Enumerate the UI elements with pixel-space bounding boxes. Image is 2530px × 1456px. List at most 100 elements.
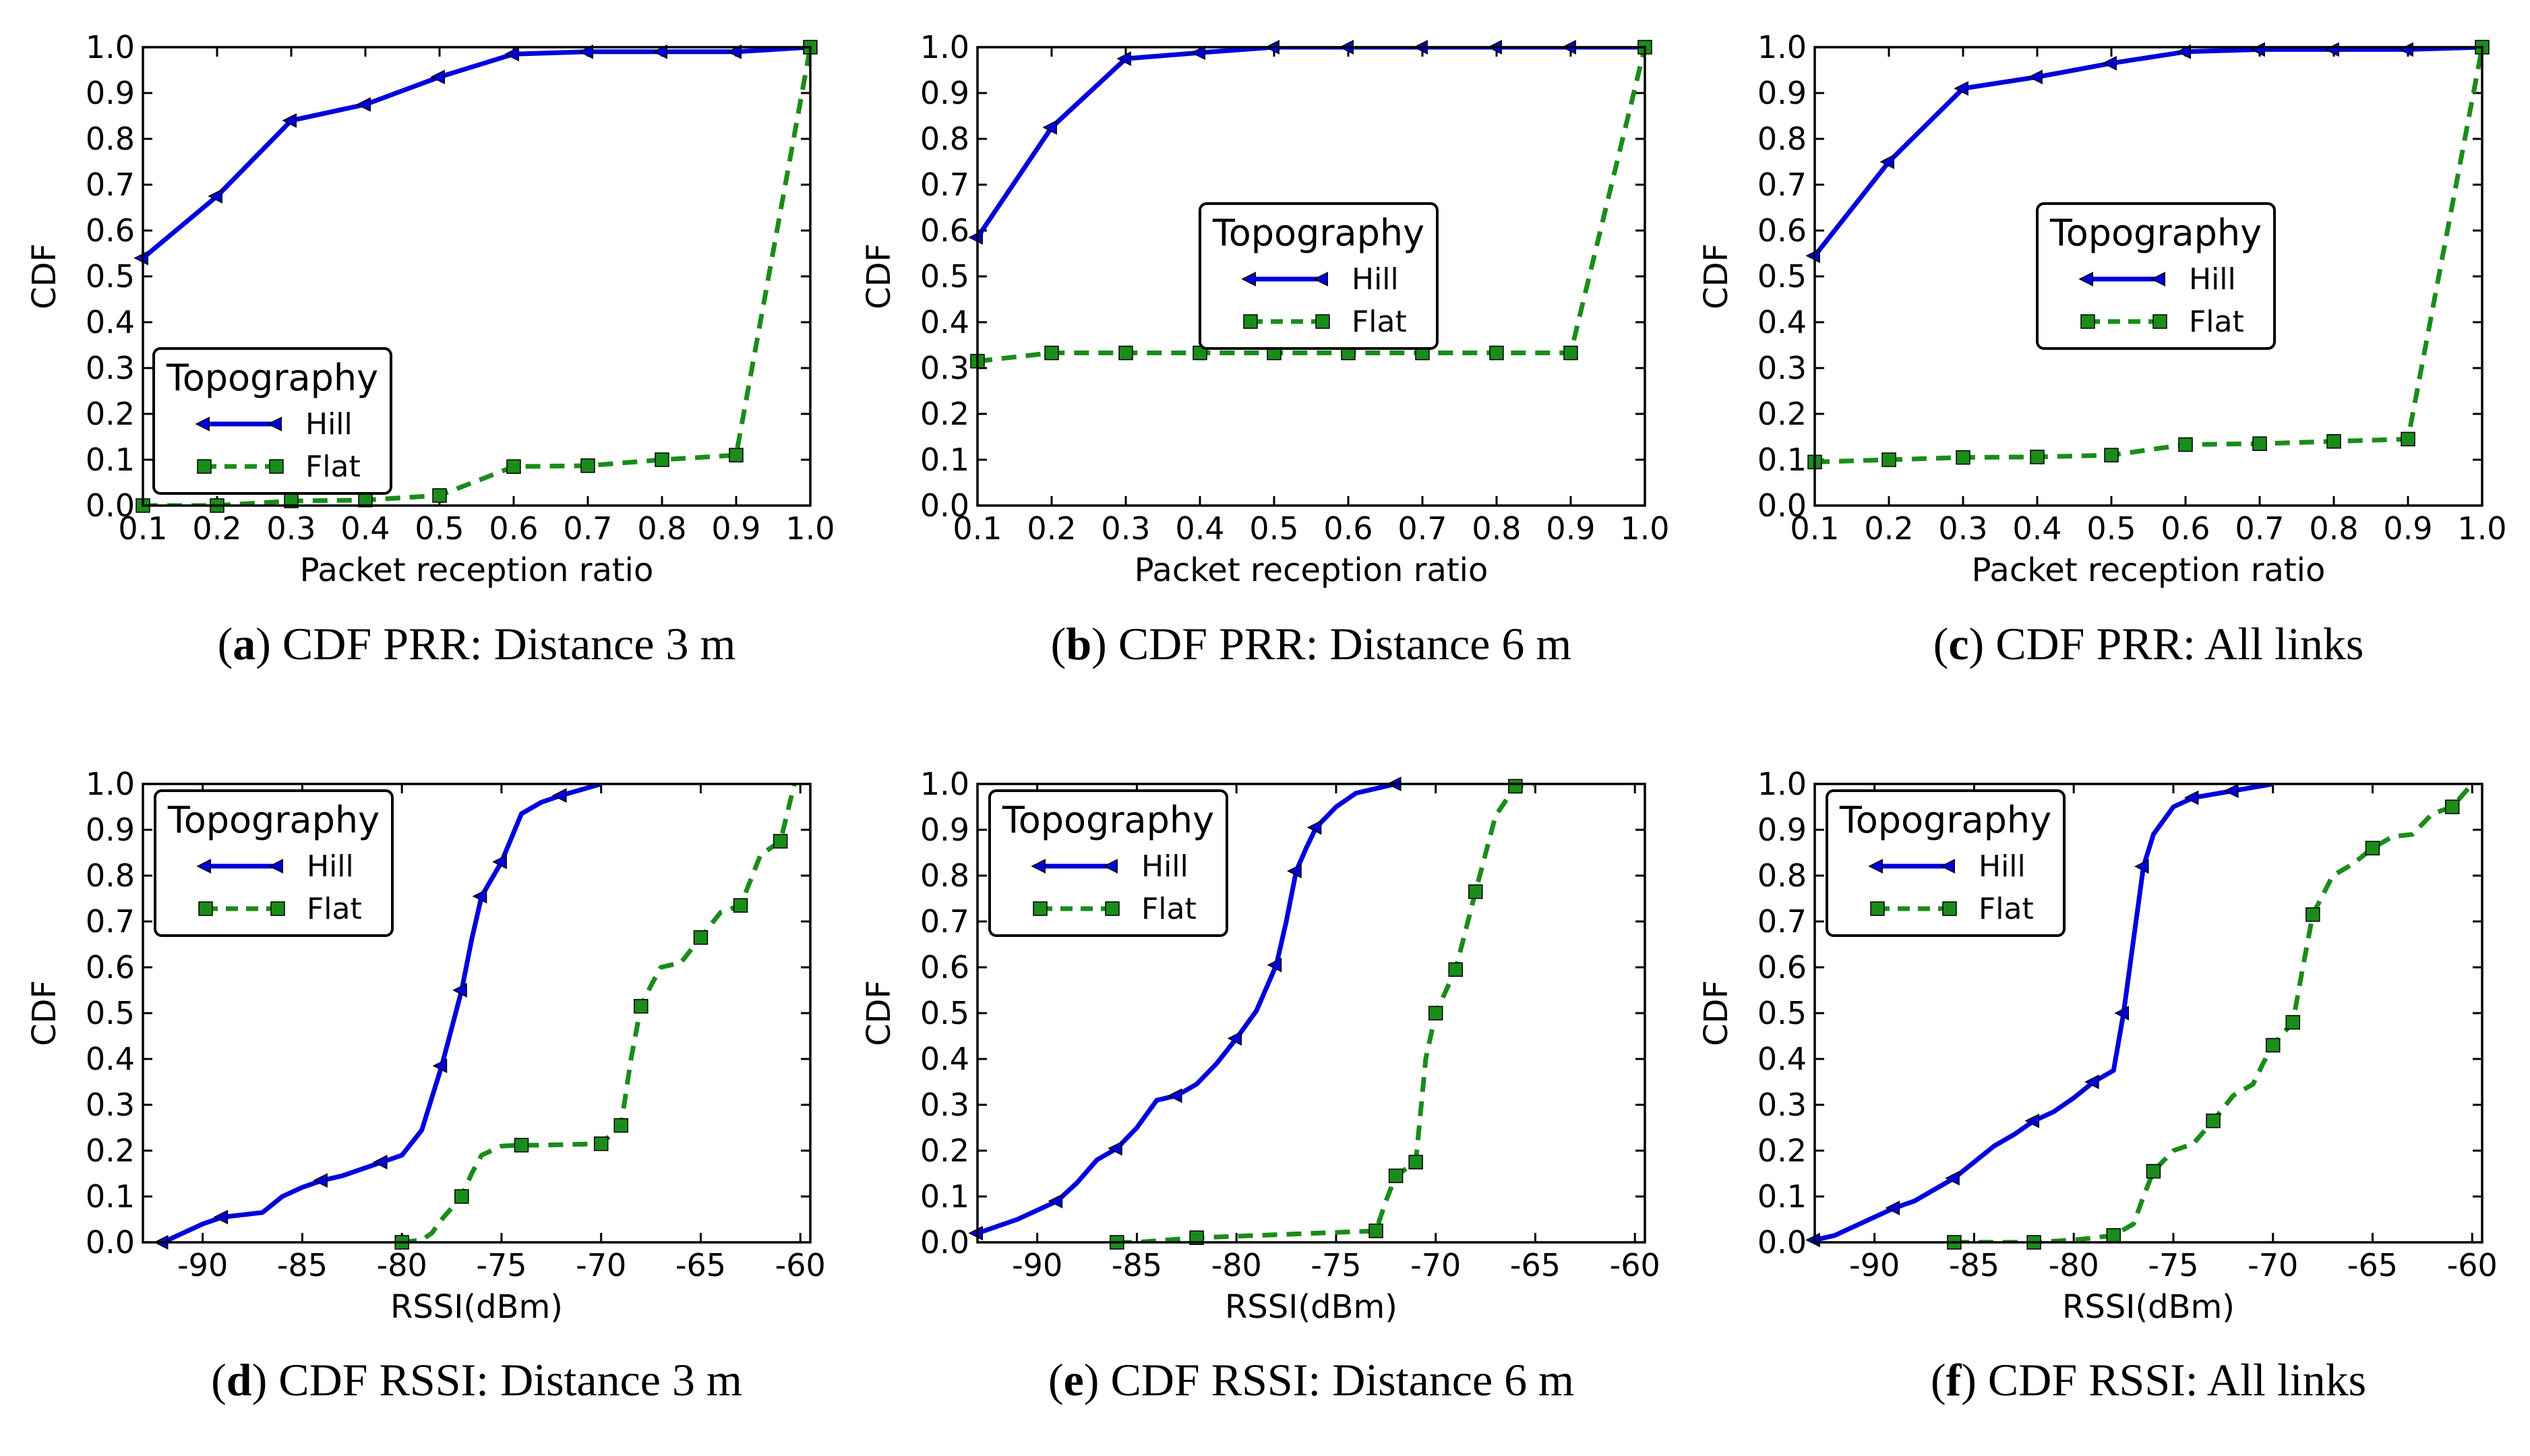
data-point-flat bbox=[773, 834, 788, 849]
series-line-flat bbox=[1954, 784, 2474, 1242]
data-point-flat bbox=[506, 459, 521, 474]
legend-marker-hill bbox=[1940, 859, 1955, 874]
y-tick-label: 0.1 bbox=[86, 1178, 135, 1215]
data-point-hill bbox=[1945, 1170, 1960, 1186]
data-point-flat bbox=[2178, 437, 2193, 452]
chart-a: 0.00.10.20.30.40.50.60.70.80.91.00.1 0.2 0… bbox=[26, 29, 835, 669]
x-tick-label: 0.9 bbox=[2383, 510, 2432, 547]
legend: Topography Hill Flat bbox=[988, 789, 1228, 937]
plot-frame bbox=[1813, 46, 2483, 507]
plot-frame bbox=[1813, 783, 2483, 1244]
caption-letter: c bbox=[1948, 618, 1968, 669]
data-point-flat bbox=[2104, 448, 2119, 462]
y-tick-label: 0.2 bbox=[1757, 1132, 1807, 1169]
caption-text: CDF PRR: Distance 3 m bbox=[282, 618, 736, 669]
plot-frame bbox=[976, 46, 1646, 507]
y-axis-label: CDF bbox=[26, 243, 63, 309]
legend: Topography Hill Flat bbox=[152, 347, 392, 495]
series-line-hill bbox=[977, 784, 1397, 1236]
legend-box bbox=[1199, 202, 1439, 350]
y-tick-label: 0.4 bbox=[86, 304, 135, 340]
y-tick-label: 0.1 bbox=[920, 1178, 969, 1215]
plot-frame bbox=[976, 783, 1646, 1244]
x-tick-label: -70 bbox=[576, 1247, 626, 1283]
legend: Topography Hill Flat bbox=[1826, 789, 2066, 937]
legend-marker-flat bbox=[2080, 314, 2095, 329]
data-point-flat bbox=[1881, 452, 1896, 467]
y-tick-label: 0.6 bbox=[86, 212, 135, 249]
legend-marker-hill bbox=[267, 417, 282, 431]
x-tick-label: 1.0 bbox=[1620, 510, 1669, 547]
y-tick-label: 0.4 bbox=[1757, 304, 1807, 340]
y-tick-label: 0.2 bbox=[920, 1132, 969, 1169]
series-line-hill bbox=[162, 784, 602, 1242]
y-tick-label: 1.0 bbox=[86, 766, 135, 802]
data-point-hill bbox=[1191, 45, 1205, 60]
data-point-hill bbox=[472, 888, 487, 904]
legend-marker-flat bbox=[269, 459, 284, 474]
y-tick-label: 0.3 bbox=[920, 1087, 969, 1123]
data-point-flat bbox=[1563, 345, 1578, 361]
y-tick-label: 0.5 bbox=[1757, 258, 1807, 295]
y-tick-label: 0.1 bbox=[1757, 1178, 1807, 1215]
data-point-hill bbox=[282, 113, 297, 128]
data-point-flat bbox=[1368, 1223, 1383, 1238]
x-tick-label: 0.6 bbox=[1323, 510, 1373, 547]
legend-marker-flat bbox=[197, 459, 212, 474]
legend-marker-flat bbox=[1870, 901, 1885, 916]
caption-letter: b bbox=[1066, 618, 1091, 669]
data-point-hill bbox=[504, 47, 519, 62]
x-tick-label: 0.4 bbox=[2012, 510, 2061, 547]
legend-box bbox=[2036, 202, 2276, 350]
legend-entry-flat: Flat bbox=[2189, 305, 2244, 339]
data-point-flat bbox=[2401, 431, 2415, 447]
y-tick-label: 0.6 bbox=[1757, 949, 1807, 985]
x-tick-label: 0.6 bbox=[489, 510, 538, 547]
y-tick-label: 0.2 bbox=[1757, 396, 1807, 432]
legend-entry-hill: Hill bbox=[1979, 849, 2026, 884]
x-tick-label: -90 bbox=[177, 1247, 228, 1283]
data-point-flat bbox=[2265, 1037, 2281, 1053]
x-tick-label: -65 bbox=[1510, 1247, 1561, 1283]
caption-letter: e bbox=[1064, 1354, 1084, 1405]
data-point-flat bbox=[1044, 345, 1059, 361]
y-tick-label: 0.3 bbox=[86, 350, 135, 386]
chart-e: 0.0 0.1 0.2 0.3 0.4 0.5 0.6 0.7 0.8 0.9 1.0 -90 -85 -… bbox=[860, 766, 1660, 1405]
legend: Topography Hill Flat bbox=[154, 789, 394, 937]
y-tick-label: 0.4 bbox=[920, 1041, 969, 1077]
data-point-flat bbox=[1508, 779, 1523, 794]
data-point-flat bbox=[2146, 1163, 2161, 1179]
data-point-hill bbox=[2084, 1074, 2099, 1089]
data-point-flat bbox=[1428, 1006, 1443, 1021]
series-line-hill bbox=[977, 47, 1645, 239]
y-tick-label: 0.2 bbox=[920, 396, 969, 432]
y-tick-label: 0.0 bbox=[1757, 487, 1807, 524]
legend-marker-flat bbox=[1105, 901, 1120, 916]
x-axis-label: Packet reception ratio bbox=[300, 551, 654, 589]
y-tick-label: 0.3 bbox=[86, 1087, 135, 1123]
x-tick-label: 0.6 bbox=[2161, 510, 2210, 547]
y-tick-label: 0.5 bbox=[920, 258, 969, 295]
x-tick-label: 0.8 bbox=[637, 510, 686, 547]
data-point-hill bbox=[432, 1058, 448, 1074]
caption: (c) CDF PRR: All links bbox=[1933, 618, 2364, 669]
legend-marker-hill bbox=[1241, 272, 1256, 286]
data-point-hill bbox=[2183, 790, 2199, 806]
y-tick-label: 0.6 bbox=[920, 949, 969, 985]
legend-title: Topography bbox=[2049, 212, 2262, 254]
legend-entry-flat: Flat bbox=[1352, 305, 1407, 339]
y-tick-label: 0.7 bbox=[920, 903, 969, 940]
legend-entry-flat: Flat bbox=[1979, 892, 2034, 926]
data-point-flat bbox=[1956, 450, 1970, 465]
charts-layer: 0.0 0.1 0.2 0.3 0.4 0.5 0.6 0.7 0.8 0.9 1.0 0.1 0.2 0… bbox=[26, 29, 2507, 1405]
y-tick-label: 0.8 bbox=[86, 121, 135, 157]
legend-box bbox=[1826, 789, 2066, 937]
y-tick-label: 0.0 bbox=[86, 1224, 135, 1261]
data-point-hill bbox=[1116, 51, 1131, 66]
data-point-flat bbox=[2206, 1114, 2221, 1128]
x-tick-label: -60 bbox=[1610, 1247, 1660, 1283]
y-tick-label: 0.7 bbox=[920, 166, 969, 203]
data-point-hill bbox=[578, 44, 593, 59]
y-tick-label: 0.8 bbox=[920, 857, 969, 894]
y-tick-label: 0.6 bbox=[920, 212, 969, 249]
